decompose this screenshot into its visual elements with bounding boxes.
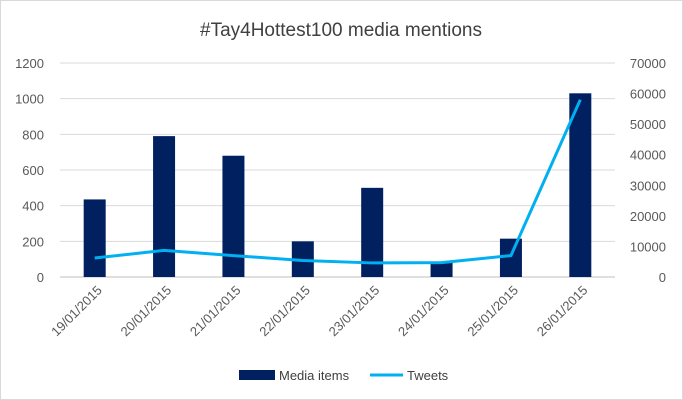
right-tick-label: 0 <box>659 270 666 285</box>
bar-media-items <box>83 199 106 277</box>
legend: Media items Tweets <box>239 368 449 383</box>
legend-swatch-media-items <box>239 370 275 380</box>
right-tick-label: 60000 <box>630 87 666 102</box>
bar-media-items <box>569 93 592 277</box>
x-axis-ticks: 19/01/2015 20/01/2015 21/01/2015 22/01/2015… <box>48 283 590 340</box>
tweets-line-group <box>94 99 582 265</box>
bar-media-items <box>430 262 453 277</box>
x-tick-label: 19/01/2015 <box>48 283 105 340</box>
x-tick-label: 26/01/2015 <box>534 283 591 340</box>
left-axis-ticks: 0 200 400 600 800 1000 1200 <box>15 56 44 285</box>
left-tick-label: 200 <box>22 234 44 249</box>
left-tick-label: 600 <box>22 163 44 178</box>
x-tick-label: 25/01/2015 <box>464 283 521 340</box>
x-tick-label: 21/01/2015 <box>187 283 244 340</box>
bar-media-items <box>499 238 522 277</box>
chart-title: #Tay4Hottest100 media mentions <box>200 20 482 41</box>
bar-media-items <box>222 155 245 277</box>
left-tick-label: 0 <box>37 270 44 285</box>
x-tick-label: 23/01/2015 <box>326 283 383 340</box>
tweets-line <box>94 99 582 265</box>
left-tick-label: 1000 <box>15 92 44 107</box>
bar-media-items <box>361 187 384 277</box>
right-tick-label: 30000 <box>630 178 666 193</box>
x-tick-label: 20/01/2015 <box>118 283 175 340</box>
left-tick-label: 1200 <box>15 56 44 71</box>
right-tick-label: 70000 <box>630 56 666 71</box>
right-axis-ticks: 0 10000 20000 30000 40000 50000 60000 70000 <box>630 56 666 285</box>
right-tick-label: 40000 <box>630 148 666 163</box>
gridlines <box>60 62 615 278</box>
x-tick-label: 24/01/2015 <box>395 283 452 340</box>
left-tick-label: 400 <box>22 199 44 214</box>
x-tick-label: 22/01/2015 <box>256 283 313 340</box>
legend-label-tweets: Tweets <box>407 368 449 383</box>
legend-label-media-items: Media items <box>279 368 350 383</box>
bar-media-items <box>153 136 176 277</box>
right-tick-label: 10000 <box>630 239 666 254</box>
right-tick-label: 50000 <box>630 117 666 132</box>
left-tick-label: 800 <box>22 127 44 142</box>
right-tick-label: 20000 <box>630 209 666 224</box>
